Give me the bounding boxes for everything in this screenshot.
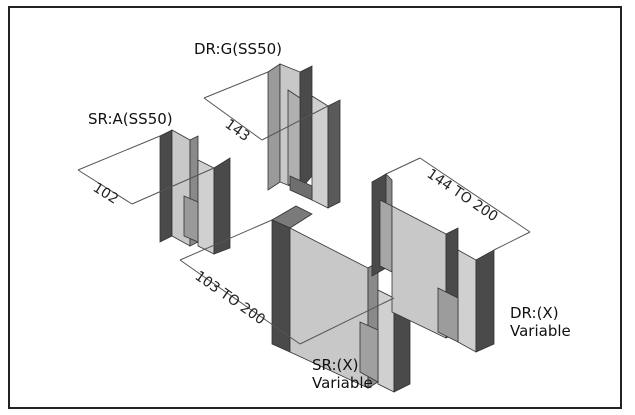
label-dr-x-line1: DR:(X) — [510, 304, 559, 322]
dim-text-103-to-200: 103 TO 200 — [192, 268, 268, 328]
label-sr-x-line2: Variable — [312, 374, 373, 392]
dimension-103-to-200 — [179, 219, 395, 345]
profile-dr-x — [371, 173, 495, 353]
label-dr-x-line2: Variable — [510, 322, 571, 340]
label-sr-a: SR:A(SS50) — [88, 110, 173, 128]
profile-sr-a — [159, 129, 231, 255]
dimension-143 — [203, 71, 329, 141]
dim-text-102: 102 — [90, 180, 121, 208]
label-sr-x-line1: SR:(X) — [312, 356, 359, 374]
profile-dr-g — [267, 63, 341, 209]
dimension-102 — [77, 135, 215, 205]
dimension-144-to-200 — [385, 157, 531, 251]
label-dr-g: DR:G(SS50) — [194, 40, 282, 58]
dim-text-144-to-200: 144 TO 200 — [424, 166, 501, 225]
dim-text-143: 143 — [222, 116, 253, 145]
profile-sr-x — [271, 205, 411, 393]
